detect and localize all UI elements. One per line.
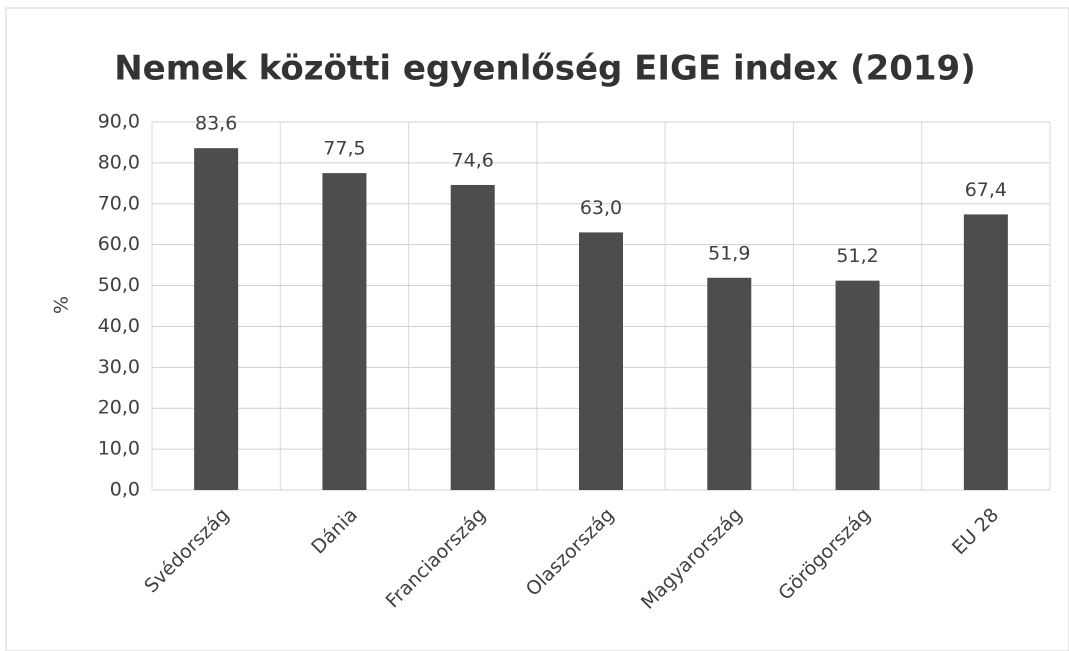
y-tick-label: 80,0 bbox=[98, 151, 140, 173]
bar bbox=[579, 232, 623, 490]
y-tick-label: 30,0 bbox=[98, 356, 140, 378]
y-axis-label: % bbox=[51, 296, 73, 314]
bar bbox=[450, 184, 495, 491]
y-tick-label: 70,0 bbox=[98, 192, 140, 214]
bar bbox=[707, 277, 752, 490]
value-label: 83,6 bbox=[195, 113, 237, 135]
value-label: 77,5 bbox=[323, 138, 365, 160]
y-tick-label: 50,0 bbox=[98, 274, 140, 296]
value-label: 51,2 bbox=[836, 245, 878, 267]
chart-frame bbox=[5, 7, 1069, 651]
value-label: 63,0 bbox=[580, 197, 622, 219]
bar bbox=[194, 148, 239, 490]
bar bbox=[322, 173, 367, 490]
y-tick-label: 60,0 bbox=[98, 233, 140, 255]
value-label: 74,6 bbox=[452, 149, 494, 171]
bar bbox=[963, 214, 1008, 491]
y-tick-label: 40,0 bbox=[98, 315, 140, 337]
bar bbox=[835, 280, 880, 490]
value-label: 67,4 bbox=[965, 179, 1007, 201]
y-tick-label: 0,0 bbox=[110, 479, 140, 501]
chart-title: Nemek közötti egyenlőség EIGE index (201… bbox=[114, 49, 976, 89]
y-tick-label: 90,0 bbox=[98, 111, 140, 133]
value-label: 51,9 bbox=[708, 242, 750, 264]
y-tick-label: 10,0 bbox=[98, 438, 140, 460]
y-tick-label: 20,0 bbox=[98, 397, 140, 419]
